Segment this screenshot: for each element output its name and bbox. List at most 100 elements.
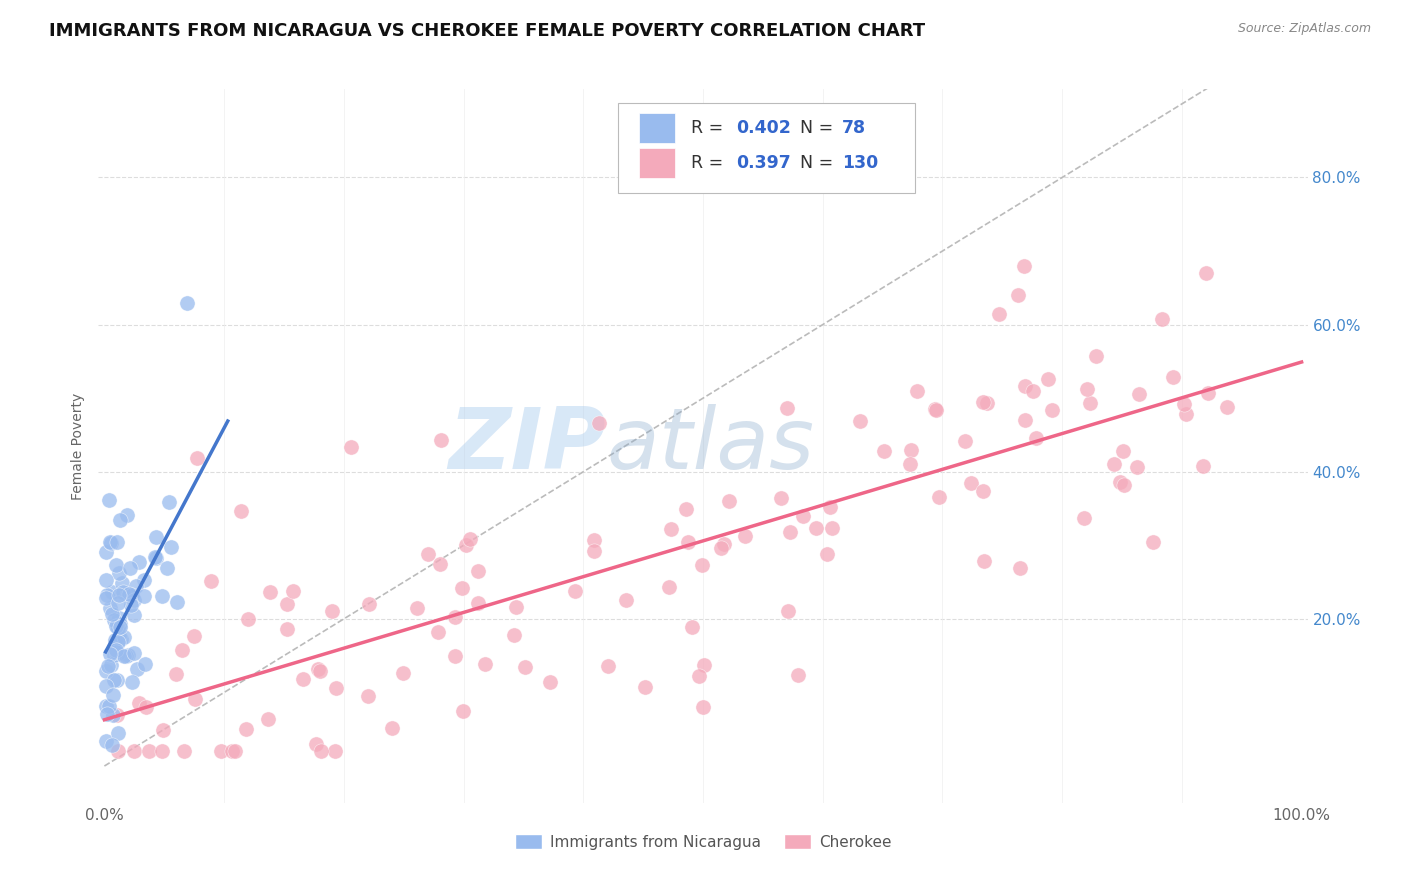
Point — [112, 649, 135, 664]
Point — [235, 722, 257, 736]
Point — [1128, 387, 1150, 401]
Point — [792, 508, 814, 523]
Point — [124, 607, 146, 622]
Text: 0.402: 0.402 — [735, 120, 790, 137]
Point — [276, 597, 298, 611]
Point — [815, 547, 838, 561]
Point — [97, 659, 120, 673]
Point — [165, 666, 187, 681]
Point — [94, 544, 117, 558]
Point — [451, 582, 474, 596]
Point — [900, 443, 922, 458]
Point — [125, 662, 148, 676]
Point — [769, 491, 792, 506]
Point — [135, 700, 157, 714]
Text: IMMIGRANTS FROM NICARAGUA VS CHEROKEE FEMALE POVERTY CORRELATION CHART: IMMIGRANTS FROM NICARAGUA VS CHEROKEE FE… — [49, 22, 925, 40]
Point — [972, 483, 994, 498]
Point — [1036, 371, 1059, 385]
Point — [122, 593, 145, 607]
Point — [132, 589, 155, 603]
Point — [873, 443, 896, 458]
Point — [458, 532, 481, 546]
Point — [1040, 402, 1063, 417]
Point — [1085, 349, 1108, 363]
Point — [960, 476, 983, 491]
Point — [132, 573, 155, 587]
Point — [538, 674, 561, 689]
Point — [1112, 443, 1135, 458]
Point — [339, 440, 361, 454]
Point — [1078, 396, 1101, 410]
Point — [112, 630, 135, 644]
Point — [145, 550, 167, 565]
Point — [973, 554, 995, 568]
Point — [108, 566, 131, 581]
Point — [1076, 382, 1098, 396]
Point — [675, 501, 697, 516]
Point — [392, 666, 415, 681]
Point — [176, 295, 198, 310]
Point — [467, 596, 489, 610]
Point — [1008, 561, 1031, 575]
Point — [94, 573, 117, 587]
Point — [976, 396, 998, 410]
Point — [105, 645, 128, 659]
Point — [786, 667, 808, 681]
Point — [200, 574, 222, 589]
Point — [292, 672, 315, 686]
Point — [583, 533, 606, 547]
Point — [134, 657, 156, 671]
Point — [474, 657, 496, 672]
Point — [325, 681, 347, 695]
Text: 78: 78 — [842, 120, 866, 137]
Point — [105, 708, 128, 723]
Point — [122, 744, 145, 758]
Point — [804, 521, 827, 535]
Point — [1152, 312, 1174, 326]
Point — [381, 721, 404, 735]
Point — [427, 624, 450, 639]
Point — [658, 580, 681, 594]
Point — [105, 673, 128, 687]
Point — [1197, 385, 1219, 400]
Point — [717, 493, 740, 508]
Point — [734, 529, 756, 543]
Point — [776, 401, 799, 415]
Point — [110, 575, 132, 590]
Point — [103, 673, 125, 687]
Bar — [638, 148, 675, 178]
Point — [103, 613, 125, 627]
Point — [503, 628, 526, 642]
Point — [125, 578, 148, 592]
Point — [110, 513, 132, 527]
Point — [107, 744, 129, 758]
Point — [98, 493, 121, 508]
Point — [972, 394, 994, 409]
Point — [690, 558, 713, 572]
Point — [1114, 478, 1136, 492]
Text: ZIP: ZIP — [449, 404, 606, 488]
Point — [849, 414, 872, 428]
Point — [166, 595, 188, 609]
Point — [121, 674, 143, 689]
Point — [598, 659, 620, 673]
Point — [681, 620, 703, 634]
Point — [1102, 457, 1125, 471]
Point — [118, 589, 141, 603]
Point — [451, 705, 474, 719]
Point — [1195, 266, 1218, 280]
Point — [94, 680, 117, 694]
Point — [359, 597, 381, 611]
Point — [614, 592, 637, 607]
Text: Source: ZipAtlas.com: Source: ZipAtlas.com — [1237, 22, 1371, 36]
Point — [117, 648, 139, 663]
Point — [110, 632, 132, 646]
Point — [110, 616, 132, 631]
Point — [145, 530, 167, 544]
Point — [121, 588, 143, 602]
Text: N =: N = — [800, 120, 838, 137]
Point — [172, 642, 194, 657]
Point — [953, 434, 976, 449]
Point — [430, 433, 453, 447]
Text: R =: R = — [690, 153, 728, 171]
